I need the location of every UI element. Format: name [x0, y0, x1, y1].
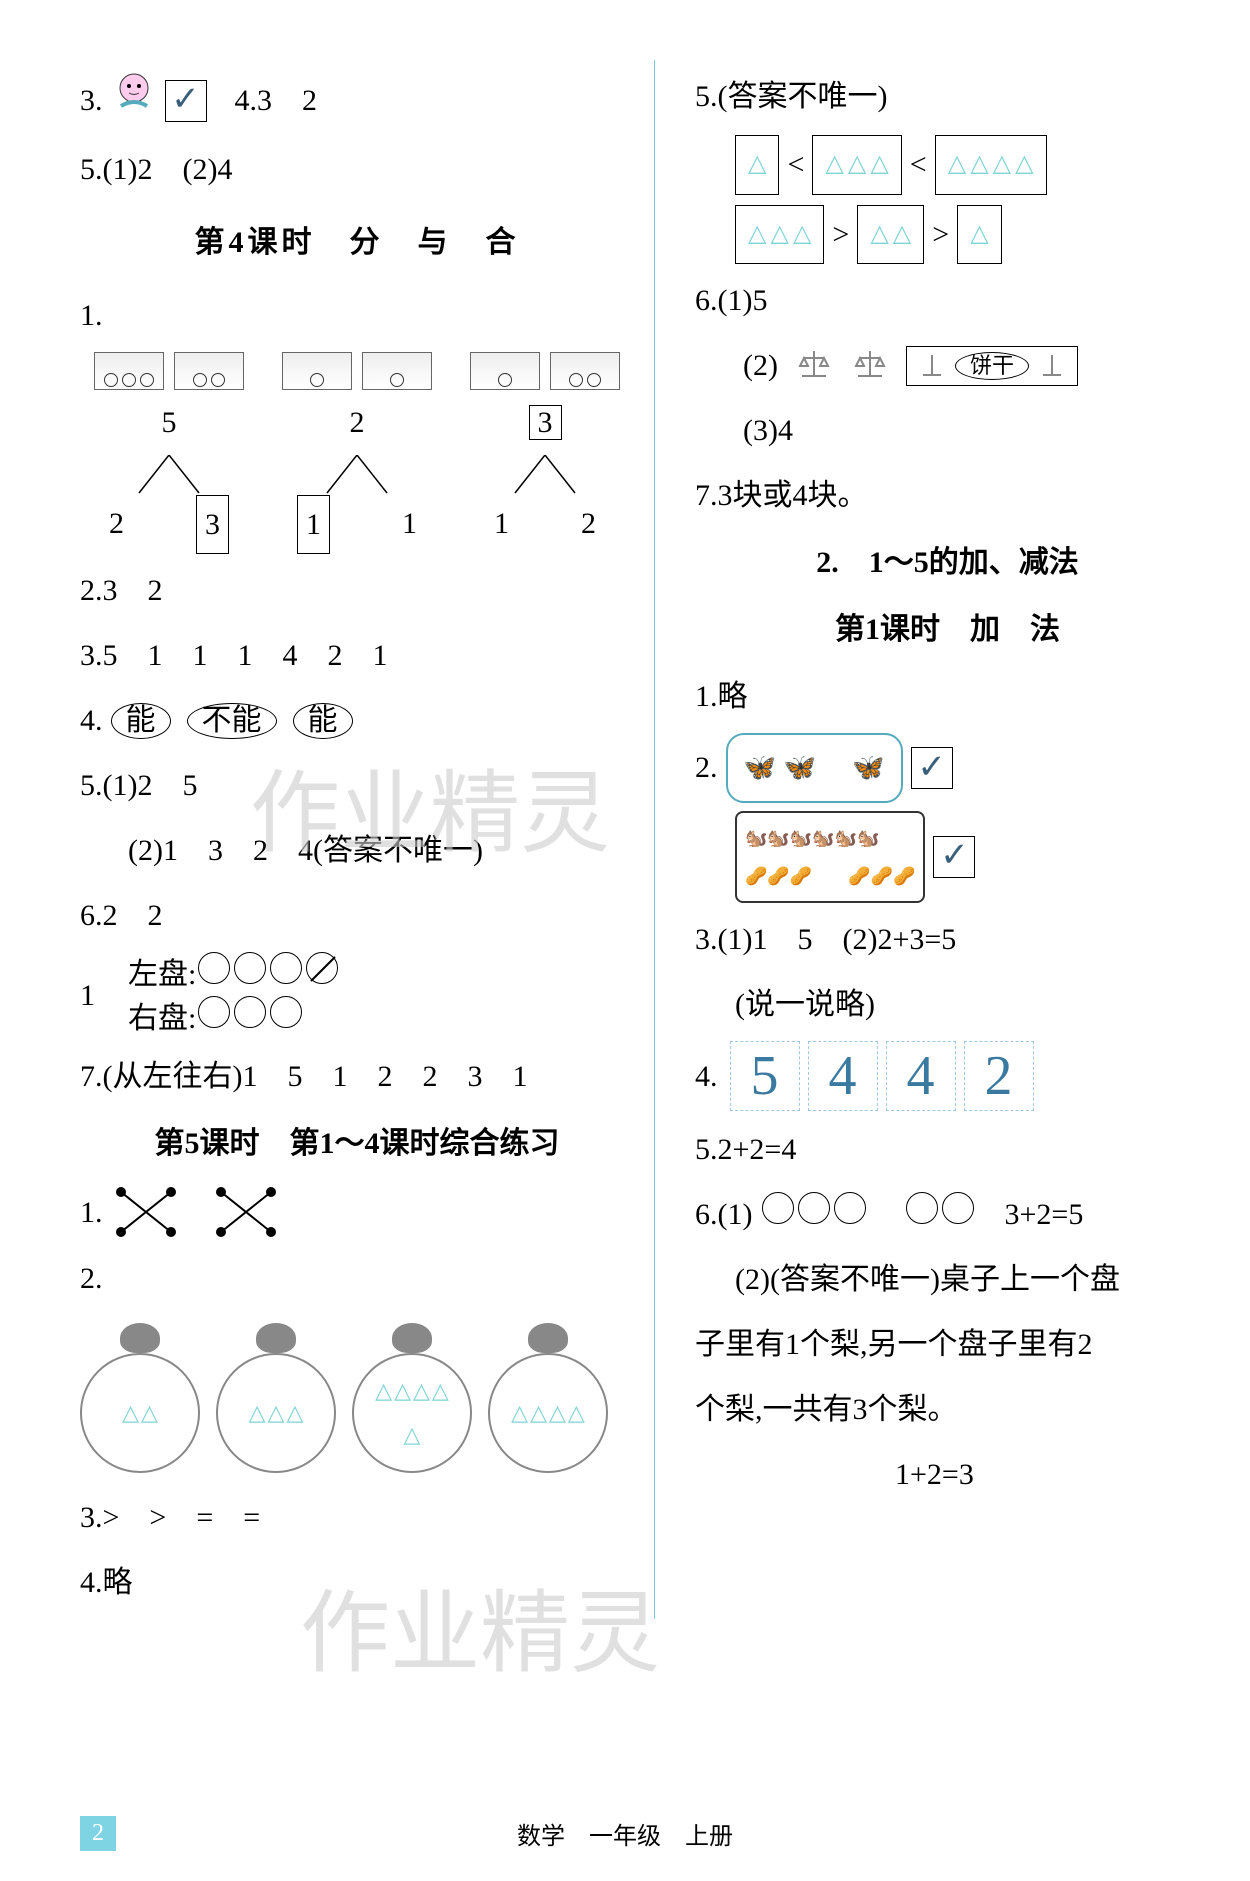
checkbox-icon: ✓ — [933, 836, 975, 878]
q4: 4. 能不能能 — [80, 692, 634, 749]
checkbox-icon: ✓ — [165, 80, 207, 122]
lesson-1-heading: 第1课时 加 法 — [695, 601, 1200, 658]
q5b-a: 5.(1)2 5 — [80, 757, 634, 814]
r-q5: 5.(答案不唯一) — [695, 68, 1200, 125]
right-column: 5.(答案不唯一) △ < △△△ < △△△△ △△△ > △△ > △ 6.… — [675, 60, 1200, 1619]
scale-icon — [850, 346, 890, 386]
scale-icon — [794, 346, 834, 386]
pan-one: 1 — [80, 975, 120, 1017]
p3: 3.> > = = — [80, 1489, 634, 1546]
r6a-label: 6.(1) — [695, 1186, 752, 1243]
q5: 5.(1)2 (2)4 — [80, 141, 634, 198]
scale-icon — [1037, 351, 1067, 381]
r4: 4. 5442 — [695, 1041, 1200, 1113]
r2b: 🐿️🐿️🐿️🐿️🐿️🐿️ 🥜🥜🥜 🥜🥜🥜 ✓ — [695, 811, 1200, 903]
r6a-eq: 3+2=5 — [1004, 1186, 1083, 1243]
butterfly-icon: 🦋 — [852, 743, 884, 792]
p2: 2. △△△△△△△△△△△△△△ — [80, 1250, 634, 1481]
q3b: 3.5 1 1 1 4 2 1 — [80, 627, 634, 684]
p1: 1. — [80, 1182, 634, 1242]
r-q6b: (2) 饼干 — [695, 337, 1200, 394]
animal-grid: 🐿️🐿️🐿️🐿️🐿️🐿️ 🥜🥜🥜 🥜🥜🥜 — [735, 811, 925, 903]
r6b: (2)(答案不唯一)桌子上一个盘 — [695, 1251, 1200, 1308]
lesson-5-heading: 第5课时 第1～4课时综合练习 — [80, 1115, 634, 1172]
biscuit-label: 饼干 — [955, 352, 1029, 380]
butterfly-icon: 🦋 — [744, 743, 776, 792]
r2: 2. 🦋 🦋 🦋 ✓ — [695, 733, 1200, 802]
r6a: 6.(1) 3+2=5 — [695, 1186, 1200, 1243]
pan-diagram: 1 左盘: 右盘: — [80, 952, 634, 1040]
q1-bonds: 1. 523211312 — [80, 287, 634, 554]
r6b2: 子里有1个梨,另一个盘子里有2 — [695, 1316, 1200, 1373]
scale-icon — [917, 351, 947, 381]
q3: 3. ✓ 4.3 2 — [80, 68, 634, 133]
left-column: 3. ✓ 4.3 2 5.(1)2 (2)4 第4课时 分 与 合 1. 523… — [80, 60, 655, 1619]
butterfly-box: 🦋 🦋 🦋 — [726, 733, 903, 802]
left-pan-label: 左盘: — [128, 958, 196, 991]
q6: 6.2 2 — [80, 887, 634, 944]
checkbox-icon: ✓ — [911, 747, 953, 789]
q6b-label: (2) — [743, 337, 778, 394]
triangle-compare: △ < △△△ < △△△△ △△△ > △△ > △ — [735, 133, 1200, 264]
p1-label: 1. — [80, 1184, 103, 1241]
lesson-4-heading: 第4课时 分 与 合 — [80, 214, 634, 271]
q7: 7.(从左往右)1 5 1 2 2 3 1 — [80, 1048, 634, 1105]
face-icon — [111, 68, 157, 133]
q2: 2.3 2 — [80, 562, 634, 619]
q4-label: 4. — [80, 692, 103, 749]
r-q6a: 6.(1)5 — [695, 272, 1200, 329]
r3a: 3.(1)1 5 (2)2+3=5 — [695, 911, 1200, 968]
r-q6c: (3)4 — [695, 402, 1200, 459]
footer-text: 数学 一年级 上册 — [0, 1816, 1250, 1851]
r2-label: 2. — [695, 739, 718, 796]
r6eq: 1+2=3 — [695, 1446, 1200, 1503]
r6b3: 个梨,一共有3个梨。 — [695, 1381, 1200, 1438]
right-pan-label: 右盘: — [128, 1002, 196, 1035]
p4: 4.略 — [80, 1554, 634, 1611]
q3-label: 3. — [80, 72, 103, 129]
q1-label: 1. — [80, 287, 103, 344]
butterfly-icon: 🦋 — [784, 743, 816, 792]
p2-label: 2. — [80, 1250, 103, 1307]
r-q7: 7.3块或4块。 — [695, 467, 1200, 524]
cross-match-icon — [111, 1182, 371, 1242]
r4-label: 4. — [695, 1048, 718, 1105]
q4-text: 4.3 2 — [235, 72, 318, 129]
r5: 5.2+2=4 — [695, 1121, 1200, 1178]
q5b-b: (2)1 3 2 4(答案不唯一) — [80, 822, 634, 879]
r1: 1.略 — [695, 668, 1200, 725]
section-2-heading: 2. 1～5的加、减法 — [695, 534, 1200, 591]
